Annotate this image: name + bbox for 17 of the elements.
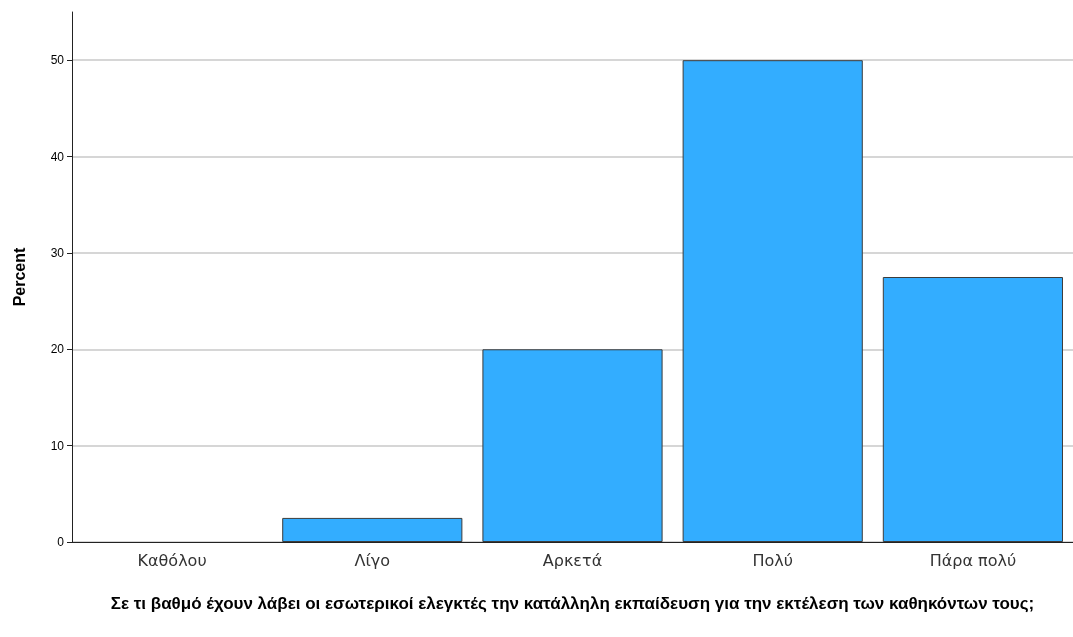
- bar: [682, 60, 863, 542]
- y-tick-label: 10: [50, 438, 65, 453]
- y-tick-label: 50: [50, 53, 65, 68]
- bar: [482, 349, 663, 542]
- bar: [282, 517, 463, 542]
- y-tick-label: 0: [57, 535, 65, 549]
- x-tick-label: Αρκετά: [542, 550, 603, 570]
- x-tick-label: Λίγο: [354, 550, 391, 570]
- bar: [882, 277, 1063, 542]
- y-axis-title: Percent: [10, 246, 28, 307]
- y-tick-label: 30: [50, 245, 65, 260]
- y-tick-label: 20: [50, 342, 65, 357]
- y-tick-label: 40: [50, 149, 65, 164]
- x-tick-label: Πολύ: [752, 550, 793, 570]
- x-tick-label: Καθόλου: [137, 550, 207, 570]
- x-tick-label: Πάρα πολύ: [929, 550, 1017, 570]
- x-axis-title: Σε τι βαθμό έχουν λάβει οι εσωτερικοί ελεγκτές την κατάλληλη εκπαίδευση για την εκτέλεση των καθηκόντων τους;: [110, 593, 1035, 613]
